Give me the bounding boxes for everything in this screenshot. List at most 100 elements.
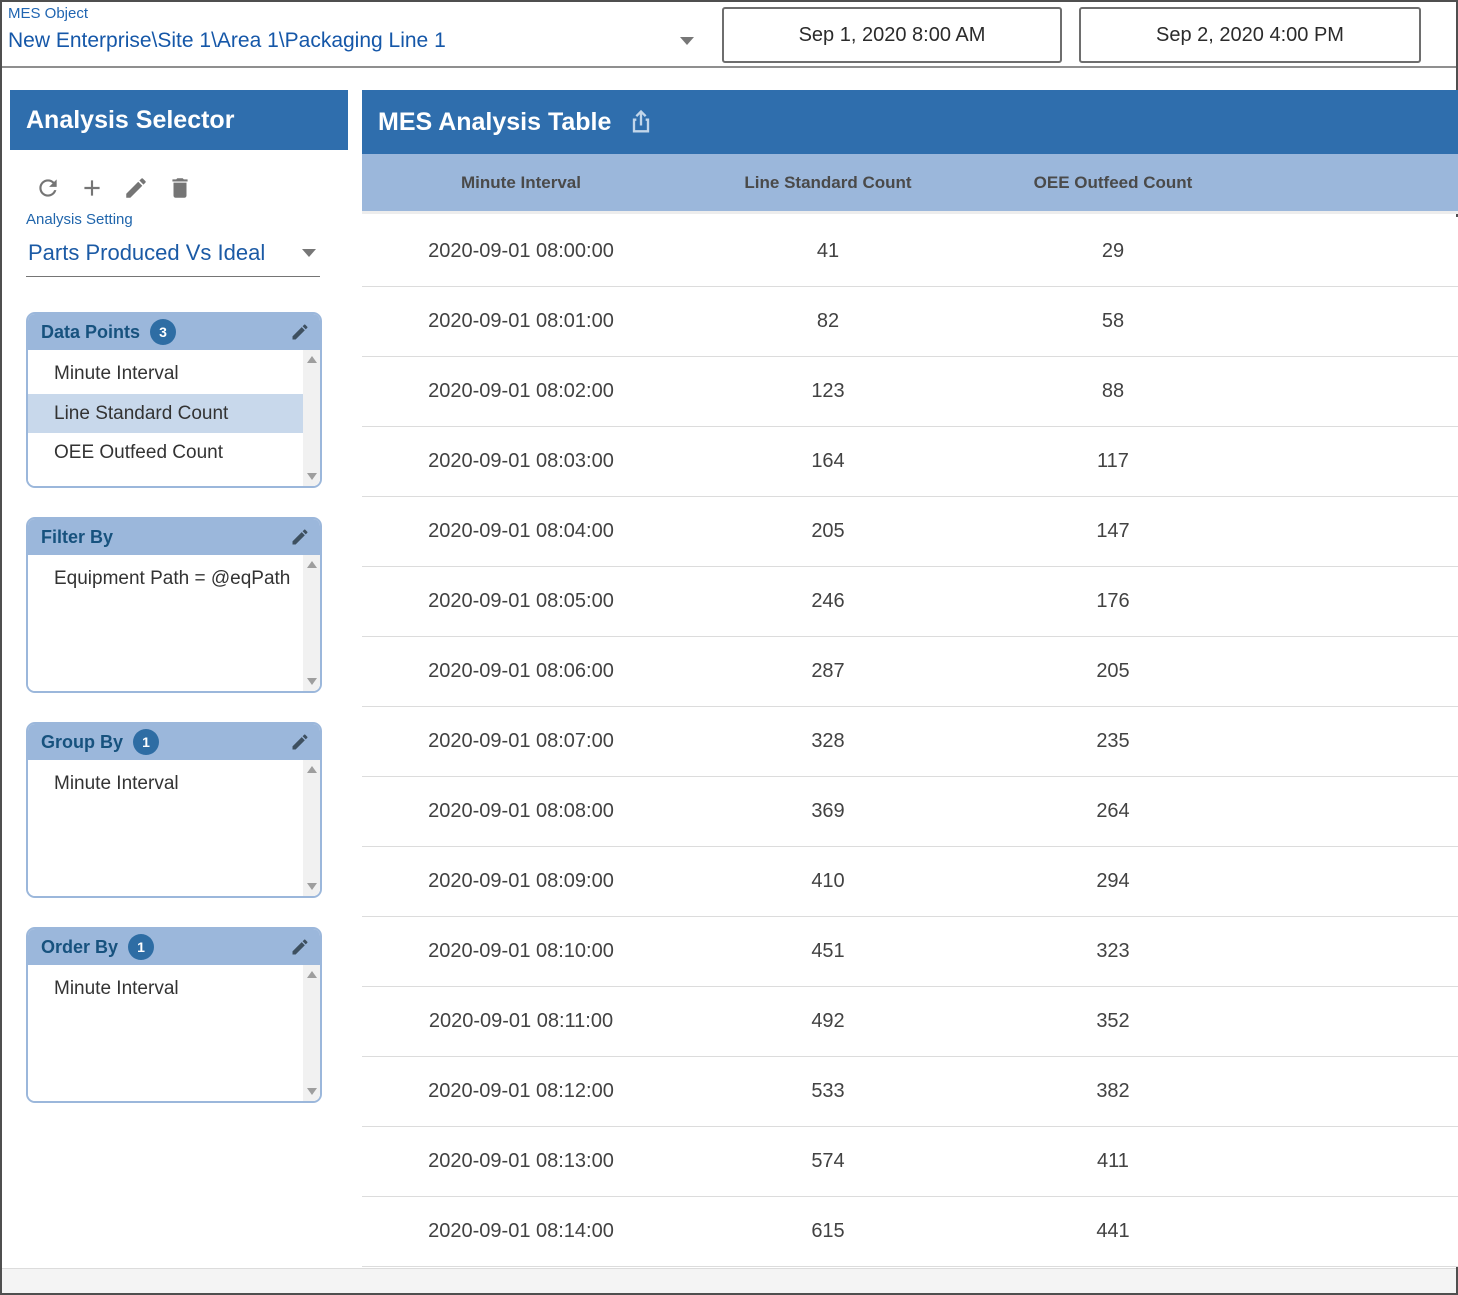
panel-body: Minute Interval xyxy=(28,760,320,896)
table-row[interactable]: 2020-09-01 08:04:00 205 147 xyxy=(362,497,1458,567)
edit-panel-button[interactable] xyxy=(290,527,310,547)
table-cell: 164 xyxy=(811,450,845,472)
table-row[interactable]: 2020-09-01 08:02:00 123 88 xyxy=(362,357,1458,427)
table-row[interactable]: 2020-09-01 08:14:00 615 441 xyxy=(362,1197,1458,1267)
table-row[interactable]: 2020-09-01 08:06:00 287 205 xyxy=(362,637,1458,707)
list-item[interactable]: Equipment Path = @eqPath xyxy=(54,568,291,589)
list-item[interactable]: Minute Interval xyxy=(54,363,179,384)
edit-panel-button[interactable] xyxy=(290,322,310,342)
table-row[interactable]: 2020-09-01 08:09:00 410 294 xyxy=(362,847,1458,917)
table-cell: 615 xyxy=(811,1220,845,1242)
panel-item-list: Minute Interval xyxy=(28,760,320,804)
panel-title: Data Points xyxy=(41,321,141,342)
chevron-down-icon xyxy=(302,249,316,257)
edit-panel-button[interactable] xyxy=(290,732,310,752)
table-cell: 147 xyxy=(1096,520,1130,542)
table-row[interactable]: 2020-09-01 08:00:00 41 29 xyxy=(362,217,1458,287)
table-cell: 82 xyxy=(816,310,840,332)
edit-panel-button[interactable] xyxy=(290,937,310,957)
table-cell: 2020-09-01 08:14:00 xyxy=(428,1220,614,1242)
table-row[interactable]: 2020-09-01 08:10:00 451 323 xyxy=(362,917,1458,987)
scroll-up-icon[interactable] xyxy=(306,971,317,978)
chevron-down-icon xyxy=(680,37,694,45)
mes-object-label: MES Object xyxy=(8,5,89,22)
column-header[interactable]: Line Standard Count xyxy=(744,172,912,192)
table-cell: 176 xyxy=(1096,590,1130,612)
table-body: 2020-09-01 08:00:00 41 29 2020-09-01 08:01:… xyxy=(362,217,1458,1267)
table-cell: 117 xyxy=(1097,450,1129,472)
panel-header: Filter By xyxy=(28,519,320,555)
refresh-button[interactable] xyxy=(34,174,62,202)
order-by-panel: Order By 1 Minute Interval xyxy=(26,927,322,1103)
list-item[interactable]: OEE Outfeed Count xyxy=(54,442,223,464)
table-row[interactable]: 2020-09-01 08:07:00 328 235 xyxy=(362,707,1458,777)
table-cell: 264 xyxy=(1096,800,1130,822)
scroll-down-icon[interactable] xyxy=(306,678,317,685)
table-cell: 2020-09-01 08:00:00 xyxy=(428,240,614,262)
list-item[interactable]: Minute Interval xyxy=(54,773,179,794)
analysis-setting-value: Parts Produced Vs Ideal xyxy=(28,240,266,265)
analysis-setting-dropdown[interactable]: Parts Produced Vs Ideal xyxy=(26,236,320,277)
table-cell: 2020-09-01 08:07:00 xyxy=(428,730,614,752)
end-date-picker[interactable]: Sep 2, 2020 4:00 PM xyxy=(1079,7,1421,63)
top-bar: MES Object New Enterprise\Site 1\Area 1\… xyxy=(2,2,1456,68)
table-cell: 235 xyxy=(1096,730,1130,752)
panel-title: Filter By xyxy=(41,526,114,547)
table-cell: 88 xyxy=(1101,380,1125,402)
panel-title: Order By xyxy=(41,936,119,957)
edit-button[interactable] xyxy=(122,174,150,202)
delete-icon xyxy=(172,178,188,198)
analysis-selector-title: Analysis Selector xyxy=(26,105,235,134)
scroll-up-icon[interactable] xyxy=(306,766,317,773)
table-cell: 2020-09-01 08:03:00 xyxy=(428,450,614,472)
table-cell: 2020-09-01 08:06:00 xyxy=(428,660,614,682)
table-cell: 410 xyxy=(811,870,845,892)
scroll-down-icon[interactable] xyxy=(306,473,317,480)
delete-button[interactable] xyxy=(166,174,194,202)
table-cell: 294 xyxy=(1096,870,1130,892)
table-column-header: Minute Interval Line Standard Count OEE … xyxy=(362,154,1458,214)
scroll-down-icon[interactable] xyxy=(306,883,317,890)
scrollbar[interactable] xyxy=(303,760,320,896)
data-points-panel: Data Points 3 Minute Interval Line Standa… xyxy=(26,312,322,488)
list-item[interactable]: Minute Interval xyxy=(54,978,179,999)
scroll-up-icon[interactable] xyxy=(306,356,317,363)
table-cell: 352 xyxy=(1096,1010,1130,1032)
table-cell: 451 xyxy=(811,940,845,962)
column-header[interactable]: Minute Interval xyxy=(461,172,581,192)
table-row[interactable]: 2020-09-01 08:08:00 369 264 xyxy=(362,777,1458,847)
table-cell: 2020-09-01 08:05:00 xyxy=(428,590,614,612)
table-row[interactable]: 2020-09-01 08:13:00 574 411 xyxy=(362,1127,1458,1197)
mes-object-dropdown[interactable]: MES Object New Enterprise\Site 1\Area 1\… xyxy=(8,5,708,53)
table-row[interactable]: 2020-09-01 08:05:00 246 176 xyxy=(362,567,1458,637)
table-row[interactable]: 2020-09-01 08:12:00 533 382 xyxy=(362,1057,1458,1127)
table-cell: 41 xyxy=(816,240,840,262)
edit-icon xyxy=(292,734,308,750)
table-cell: 58 xyxy=(1101,310,1125,332)
add-button[interactable] xyxy=(78,174,106,202)
footer xyxy=(2,1268,1456,1293)
analysis-toolbar xyxy=(34,174,194,202)
list-item[interactable]: Line Standard Count xyxy=(28,393,303,434)
table-cell: 382 xyxy=(1096,1080,1130,1102)
column-header[interactable]: OEE Outfeed Count xyxy=(1033,172,1193,192)
export-button[interactable] xyxy=(627,108,655,136)
table-row[interactable]: 2020-09-01 08:03:00 164 117 xyxy=(362,427,1458,497)
table-cell: 574 xyxy=(811,1150,845,1172)
start-date-picker[interactable]: Sep 1, 2020 8:00 AM xyxy=(722,7,1062,63)
table-cell: 2020-09-01 08:09:00 xyxy=(428,870,614,892)
page-title: MES Analysis Table xyxy=(378,107,612,136)
scrollbar[interactable] xyxy=(303,350,320,486)
table-row[interactable]: 2020-09-01 08:01:00 82 58 xyxy=(362,287,1458,357)
scrollbar[interactable] xyxy=(303,555,320,691)
table-cell: 492 xyxy=(811,1010,845,1032)
scroll-up-icon[interactable] xyxy=(306,561,317,568)
scrollbar[interactable] xyxy=(303,965,320,1101)
panel-title: Group By xyxy=(41,731,124,752)
filter-by-panel: Filter By Equipment Path = @eqPath xyxy=(26,517,322,693)
table-row[interactable]: 2020-09-01 08:11:00 492 352 xyxy=(362,987,1458,1057)
scroll-down-icon[interactable] xyxy=(306,1088,317,1095)
edit-icon xyxy=(126,178,146,198)
table-cell: 328 xyxy=(811,730,845,752)
table-cell: 2020-09-01 08:12:00 xyxy=(428,1080,614,1102)
